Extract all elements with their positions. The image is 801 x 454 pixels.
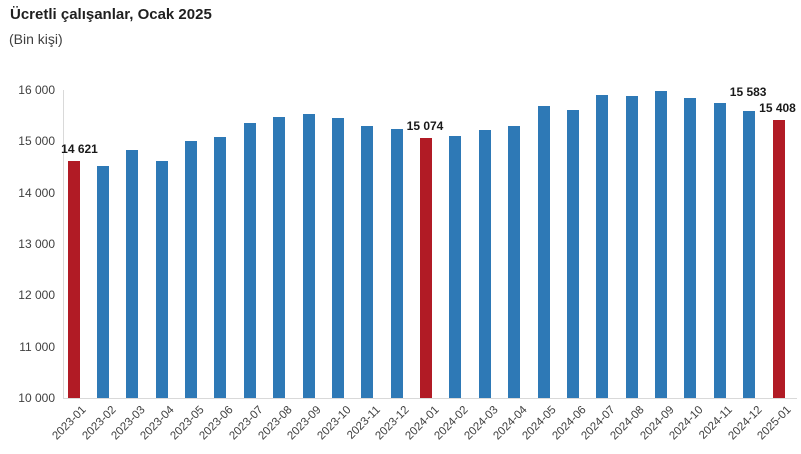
bar-2023-10[interactable] bbox=[331, 118, 344, 398]
y-tick-label: 15 000 bbox=[18, 134, 55, 149]
plot-area bbox=[63, 90, 797, 399]
bar-2023-12[interactable] bbox=[390, 128, 403, 398]
y-tick-label: 10 000 bbox=[18, 391, 55, 405]
bar-value-label-2024-12: 15 583 bbox=[729, 85, 767, 100]
bar-2023-02[interactable] bbox=[96, 166, 109, 398]
bar-2023-11[interactable] bbox=[361, 125, 374, 398]
bar-2023-09[interactable] bbox=[302, 113, 315, 398]
bar-2024-07[interactable] bbox=[596, 94, 609, 398]
bar-2023-01[interactable] bbox=[67, 160, 80, 398]
bar-2024-06[interactable] bbox=[566, 110, 579, 398]
bar-2023-05[interactable] bbox=[185, 140, 197, 398]
bar-2024-11[interactable] bbox=[713, 103, 726, 398]
bar-2023-03[interactable] bbox=[126, 149, 139, 398]
bar-2024-02[interactable] bbox=[449, 135, 462, 398]
bar-2024-09[interactable] bbox=[655, 90, 667, 398]
bar-value-label-2025-01: 15 408 bbox=[759, 101, 796, 116]
y-tick-label: 16 000 bbox=[18, 83, 55, 97]
chart-title: Ücretli çalışanlar, Ocak 2025 bbox=[10, 6, 212, 23]
bar-2023-06[interactable] bbox=[214, 136, 227, 398]
bar-2024-08[interactable] bbox=[625, 95, 638, 398]
bar-value-label-2023-01: 14 621 bbox=[61, 141, 98, 156]
bar-2024-04[interactable] bbox=[508, 126, 521, 398]
bar-2024-03[interactable] bbox=[478, 129, 491, 398]
bar-2024-10[interactable] bbox=[684, 97, 697, 398]
y-tick-label: 12 000 bbox=[18, 288, 55, 303]
bar-2023-07[interactable] bbox=[243, 123, 256, 398]
bar-2023-08[interactable] bbox=[273, 116, 286, 398]
y-tick-label: 11 000 bbox=[19, 339, 55, 354]
bar-2024-12[interactable] bbox=[743, 111, 756, 398]
chart-subtitle: (Bin kişi) bbox=[9, 31, 63, 47]
bar-2024-01[interactable] bbox=[420, 137, 432, 398]
bar-2025-01[interactable] bbox=[772, 120, 785, 398]
bar-value-label-2024-01: 15 074 bbox=[406, 118, 444, 133]
y-tick-label: 14 000 bbox=[18, 185, 55, 200]
y-tick-label: 13 000 bbox=[18, 237, 55, 251]
bar-2023-04[interactable] bbox=[155, 160, 168, 398]
bar-2024-05[interactable] bbox=[537, 106, 550, 398]
